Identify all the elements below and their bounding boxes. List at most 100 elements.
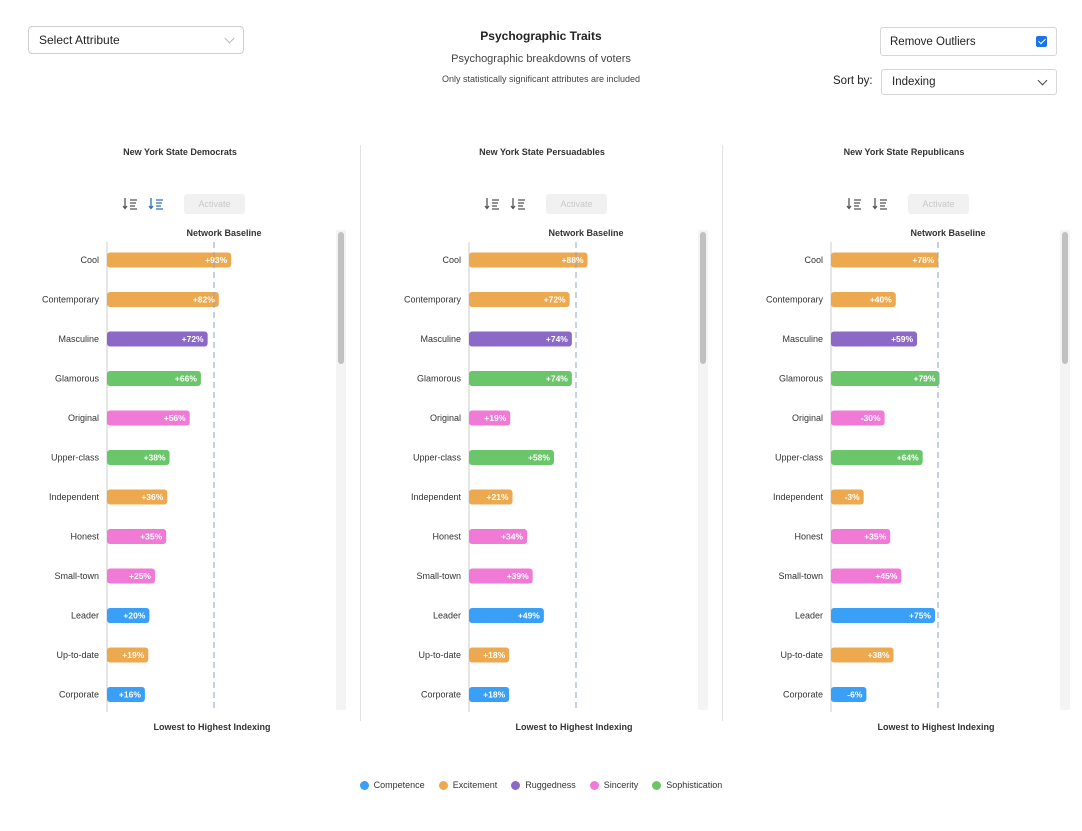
legend-item[interactable]: Sincerity (589, 780, 638, 790)
sort-ascending-icon[interactable] (846, 197, 862, 211)
category-label: Up-to-date (780, 650, 823, 660)
bar (831, 529, 891, 544)
bar-value-label: +20% (123, 611, 145, 621)
bar-value-label: +38% (144, 453, 166, 463)
category-label: Contemporary (404, 295, 462, 305)
bar-value-label: +34% (501, 532, 523, 542)
category-label: Cool (442, 255, 461, 265)
bar (469, 331, 572, 347)
select-attribute-dropdown[interactable]: Select Attribute (28, 26, 244, 54)
legend-item[interactable]: Ruggedness (511, 780, 576, 790)
sort-descending-icon[interactable] (148, 197, 164, 211)
category-label: Glamorous (779, 374, 824, 384)
category-label: Leader (433, 611, 461, 621)
legend-label: Excitement (452, 780, 498, 790)
remove-outliers-toggle[interactable]: Remove Outliers (880, 27, 1057, 56)
legend-label: Competence (373, 780, 425, 790)
bar-value-label: -6% (847, 690, 863, 700)
activate-button[interactable]: Activate (184, 194, 245, 214)
legend-item[interactable]: Competence (359, 780, 425, 790)
scrollbar-thumb[interactable] (700, 232, 706, 364)
bar-value-label: +78% (912, 255, 934, 265)
bar (107, 568, 155, 584)
sort-by-dropdown[interactable]: Indexing (881, 69, 1057, 95)
bar-value-label: +35% (864, 532, 886, 542)
legend-dot (438, 780, 448, 790)
bar (469, 529, 528, 544)
category-label: Honest (794, 532, 823, 542)
bar-value-label: -30% (861, 413, 881, 423)
baseline-label: Network Baseline (186, 228, 262, 238)
bar-value-label: +39% (507, 571, 529, 581)
legend-label: Ruggedness (525, 780, 576, 790)
bar-value-label: +35% (140, 532, 162, 542)
bar (831, 292, 896, 307)
chart-legend: Competence Excitement Ruggedness Sincerity S… (0, 780, 1082, 790)
page-note: Only statistically significant attribute… (441, 74, 641, 84)
sort-ascending-icon[interactable] (122, 197, 138, 211)
category-label: Contemporary (766, 295, 824, 305)
category-label: Small-town (416, 571, 461, 581)
bar (107, 687, 145, 702)
bar (107, 450, 170, 465)
bar-value-label: +64% (897, 453, 919, 463)
bar-value-label: +74% (546, 334, 568, 344)
panel-title: New York State Democrats (123, 147, 237, 157)
category-label: Masculine (58, 334, 99, 344)
category-label: Cool (804, 255, 823, 265)
category-label: Honest (432, 532, 461, 542)
panel-title: New York State Republicans (843, 147, 965, 157)
panel-republicans: New York State Republicans Activate Netw… (754, 140, 1082, 740)
activate-button[interactable]: Activate (546, 194, 607, 214)
bar (469, 410, 511, 426)
panel-persuadables: New York State Persuadables Activate Net… (392, 140, 732, 740)
sort-order-label: Lowest to Highest Indexing (877, 722, 995, 732)
sort-descending-icon[interactable] (872, 197, 888, 211)
bar (469, 647, 510, 663)
category-label: Small-town (54, 571, 99, 581)
scrollbar[interactable] (336, 230, 346, 710)
bar (107, 410, 190, 426)
bar (831, 252, 939, 268)
bar-chart: Cool +93% Contemporary +82% Masculine +72% Gla… (30, 242, 370, 712)
legend-item[interactable]: Excitement (438, 780, 498, 790)
bar-value-label: +56% (164, 413, 186, 423)
bar (831, 489, 864, 505)
checkbox-icon[interactable] (1036, 36, 1047, 47)
category-label: Masculine (420, 334, 461, 344)
bar-value-label: +25% (129, 571, 151, 581)
category-label: Cool (80, 255, 99, 265)
legend-dot (652, 780, 662, 790)
bar-value-label: +79% (913, 374, 935, 384)
bar-value-label: -3% (845, 492, 861, 502)
bar (831, 687, 867, 702)
scrollbar-thumb[interactable] (1062, 232, 1068, 364)
category-label: Honest (70, 532, 99, 542)
category-label: Independent (411, 492, 462, 502)
category-label: Upper-class (775, 453, 824, 463)
scrollbar[interactable] (1060, 230, 1070, 710)
scrollbar[interactable] (698, 230, 708, 710)
legend-item[interactable]: Sophistication (652, 780, 722, 790)
panel-divider (722, 145, 723, 721)
category-label: Upper-class (51, 453, 100, 463)
bar (469, 608, 544, 623)
bar-value-label: +19% (484, 413, 506, 423)
category-label: Original (68, 413, 99, 423)
bar-value-label: +72% (182, 334, 204, 344)
category-label: Contemporary (42, 295, 100, 305)
sort-by-label: Sort by: (833, 75, 873, 87)
panel-democrats: New York State Democrats Activate Networ… (30, 140, 370, 740)
bar (831, 568, 902, 584)
scrollbar-thumb[interactable] (338, 232, 344, 364)
remove-outliers-label: Remove Outliers (890, 35, 976, 48)
bar (831, 371, 940, 386)
category-label: Glamorous (417, 374, 462, 384)
category-label: Independent (49, 492, 100, 502)
bar (469, 568, 533, 584)
sort-ascending-icon[interactable] (484, 197, 500, 211)
bar-value-label: +58% (528, 453, 550, 463)
sort-descending-icon[interactable] (510, 197, 526, 211)
activate-button[interactable]: Activate (908, 194, 969, 214)
category-label: Corporate (421, 690, 461, 700)
